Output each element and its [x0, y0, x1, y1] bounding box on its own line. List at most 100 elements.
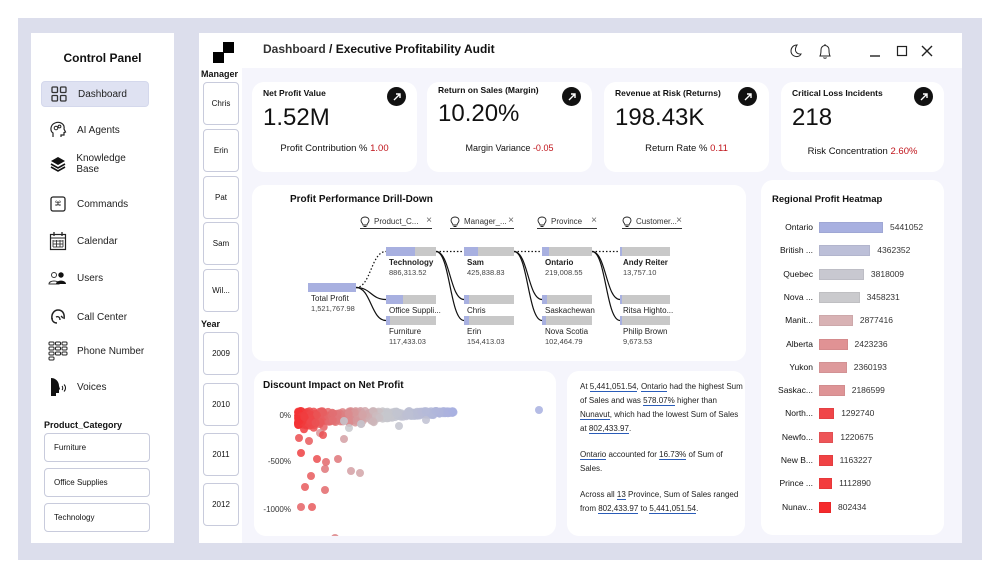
heatmap-value-label: 2360193: [853, 361, 887, 372]
narrative-text: to: [638, 504, 650, 513]
remove-level-icon[interactable]: ×: [591, 215, 597, 226]
sidebar-item-voices[interactable]: Voices: [41, 374, 149, 400]
category-button-furniture[interactable]: Furniture: [44, 433, 150, 462]
drilldown-level-header[interactable]: Product_C... ×: [360, 215, 432, 229]
sidebar-item-knowledge-base[interactable]: Knowledge Base: [41, 151, 149, 177]
manager-button-sam[interactable]: Sam: [203, 222, 239, 265]
drilldown-node-bar[interactable]: [386, 247, 436, 256]
heatmap-row[interactable]: British ... 4362352: [761, 244, 941, 258]
scatter-point: [308, 503, 316, 511]
heatmap-row-label: Newfo...: [781, 431, 813, 442]
drilldown-node-bar[interactable]: [386, 316, 436, 325]
narrative-highlight: 802,433.97: [588, 424, 629, 434]
heatmap-row[interactable]: Prince ... 1112890: [761, 477, 941, 491]
close-icon[interactable]: [919, 43, 935, 59]
drilldown-node-fill: [308, 283, 356, 292]
drilldown-node-bar[interactable]: [620, 247, 670, 256]
drilldown-level-header[interactable]: Manager_... ×: [450, 215, 514, 229]
bell-icon[interactable]: [817, 43, 833, 59]
heatmap-title: Regional Profit Heatmap: [772, 194, 883, 205]
heatmap-row[interactable]: Manit... 2877416: [761, 314, 941, 328]
heatmap-row[interactable]: Yukon 2360193: [761, 361, 941, 375]
heatmap-row[interactable]: Alberta 2423236: [761, 338, 941, 352]
scatter-point: [350, 408, 359, 417]
heatmap-card: Regional Profit Heatmap Ontario 5441052 Br…: [761, 180, 944, 535]
category-button-technology[interactable]: Technology: [44, 503, 150, 532]
scatter-point: [329, 409, 337, 418]
sidebar-item-ai-agents[interactable]: AI Agents: [41, 117, 149, 143]
year-button-2010[interactable]: 2010: [203, 383, 239, 426]
grid-icon: [48, 84, 70, 104]
scatter-point: [422, 416, 430, 424]
heatmap-row[interactable]: Nunav... 802434: [761, 501, 941, 515]
sidebar-item-label: Users: [77, 272, 104, 284]
remove-level-icon[interactable]: ×: [676, 215, 682, 226]
drilldown-node-fill: [620, 316, 622, 325]
drilldown-node-bar[interactable]: [386, 295, 436, 304]
drilldown-node-bar[interactable]: [542, 316, 592, 325]
drilldown-node-bar[interactable]: [308, 283, 356, 292]
sidebar-item-calendar[interactable]: Calendar: [41, 228, 149, 254]
heatmap-row[interactable]: Saskac... 2186599: [761, 384, 941, 398]
scatter-point: [297, 503, 305, 511]
scatter-point: [383, 411, 392, 420]
kpi-card-revenue-at-risk: Revenue at Risk (Returns) 198.43K Return…: [604, 82, 769, 172]
manager-button-pat[interactable]: Pat: [203, 176, 239, 219]
heatmap-row[interactable]: Quebec 3818009: [761, 268, 941, 282]
heatmap-row[interactable]: North... 1292740: [761, 407, 941, 421]
year-button-2011[interactable]: 2011: [203, 433, 239, 476]
expand-arrow-icon[interactable]: [738, 87, 757, 106]
heatmap-row-label: New B...: [780, 455, 813, 465]
lightbulb-icon: [450, 216, 460, 227]
drilldown-node-value: 117,433.03: [389, 337, 426, 346]
heatmap-row-label: British ...: [779, 245, 813, 256]
heatmap-row-label: North...: [785, 408, 813, 419]
expand-arrow-icon[interactable]: [562, 87, 581, 106]
manager-button-william[interactable]: Wil...: [203, 269, 239, 312]
sidebar-item-phone-number[interactable]: Phone Number: [41, 338, 149, 364]
remove-level-icon[interactable]: ×: [426, 215, 432, 226]
expand-arrow-icon[interactable]: [387, 87, 406, 106]
drilldown-node-fill: [542, 247, 549, 256]
scatter-point: [305, 437, 313, 445]
drilldown-node-bar[interactable]: [464, 247, 514, 256]
breadcrumb-root[interactable]: Dashboard: [263, 42, 326, 56]
sidebar-item-commands[interactable]: ⌘ Commands: [41, 191, 149, 217]
heatmap-row[interactable]: Newfo... 1220675: [761, 431, 941, 445]
drilldown-node-bar[interactable]: [620, 295, 670, 304]
drilldown-node-bar[interactable]: [542, 295, 592, 304]
kpi-sub-label: Margin Variance: [465, 143, 531, 153]
voice-icon: [47, 377, 69, 397]
heatmap-row[interactable]: Nova ... 3458231: [761, 291, 941, 305]
drilldown-node-bar[interactable]: [464, 295, 514, 304]
drilldown-connector: [513, 250, 543, 301]
maximize-icon[interactable]: [894, 43, 910, 59]
year-button-2009[interactable]: 2009: [203, 332, 239, 375]
manager-button-chris[interactable]: Chris: [203, 82, 239, 125]
expand-arrow-icon[interactable]: [914, 87, 933, 106]
heatmap-row[interactable]: New B... 1163227: [761, 454, 941, 468]
moon-icon[interactable]: [788, 43, 804, 59]
sidebar-item-dashboard[interactable]: Dashboard: [41, 81, 149, 107]
scatter-point: [301, 483, 309, 491]
sidebar-item-call-center[interactable]: Call Center: [41, 304, 149, 330]
drilldown-node-bar[interactable]: [464, 316, 514, 325]
drilldown-node-value: 154,413.03: [467, 337, 505, 346]
category-button-office-supplies[interactable]: Office Supplies: [44, 468, 150, 497]
scatter-point: [347, 467, 355, 475]
remove-level-icon[interactable]: ×: [508, 215, 514, 226]
manager-button-erin[interactable]: Erin: [203, 129, 239, 172]
drilldown-level-header[interactable]: Province ×: [537, 215, 597, 229]
sidebar-item-users[interactable]: Users: [41, 265, 149, 291]
narrative-text: higher than: [674, 396, 718, 405]
drilldown-node-bar[interactable]: [542, 247, 592, 256]
year-button-2012[interactable]: 2012: [203, 483, 239, 526]
breadcrumb-separator: /: [325, 42, 336, 56]
sidebar-title: Control Panel: [63, 51, 142, 65]
minimize-icon[interactable]: [867, 43, 883, 59]
heatmap-row[interactable]: Ontario 5441052: [761, 221, 941, 235]
drilldown-node-bar[interactable]: [620, 316, 670, 325]
drilldown-level-header[interactable]: Customer... ×: [622, 215, 682, 229]
scatter-point: [344, 409, 353, 418]
heatmap-value-label: 2877416: [859, 315, 893, 326]
